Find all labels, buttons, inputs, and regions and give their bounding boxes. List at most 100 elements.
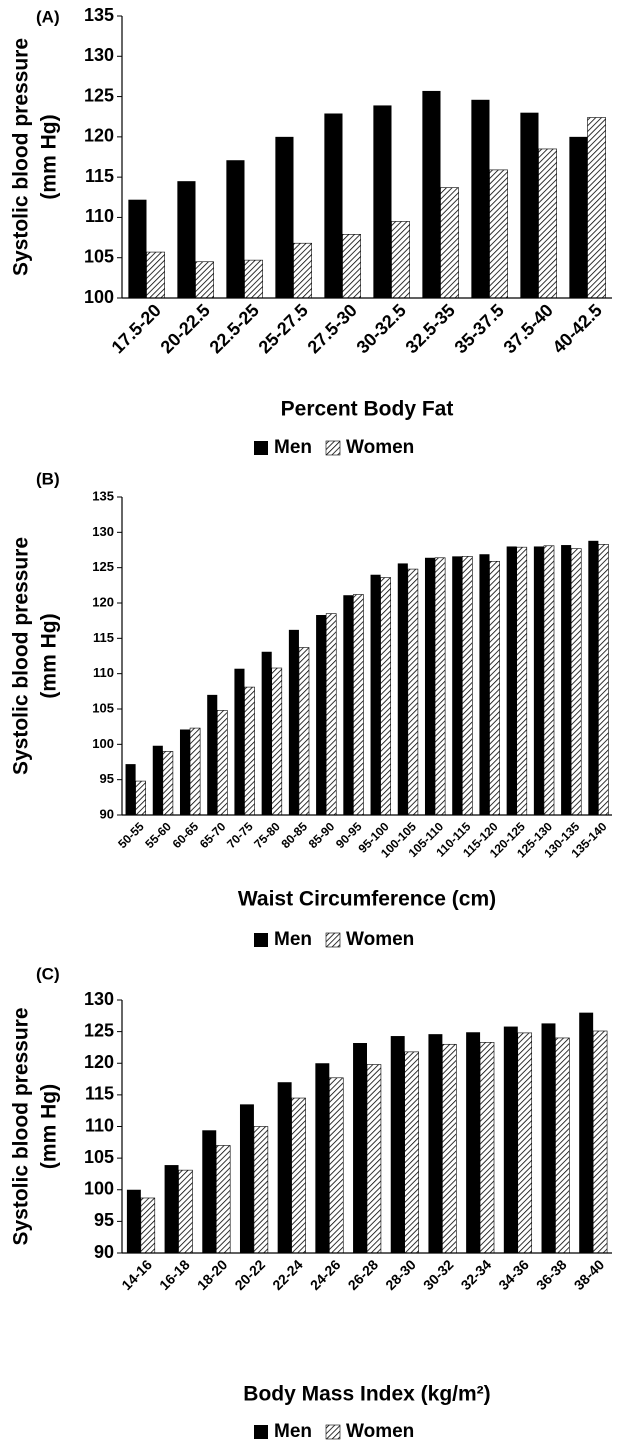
legend-label: Men (274, 437, 312, 458)
bar (555, 1037, 570, 1254)
y-axis-label: (mm Hg) (38, 1084, 61, 1169)
bar (588, 540, 599, 815)
legend-item: Women (325, 1421, 414, 1442)
y-tick-label: 120 (92, 594, 114, 609)
x-tick-label: 34-36 (495, 1256, 532, 1293)
y-tick-label: 120 (84, 1052, 114, 1072)
bar (503, 1026, 518, 1253)
bar (517, 1032, 533, 1254)
bar (298, 647, 310, 816)
panel-label: (B) (36, 469, 60, 488)
bar (271, 667, 283, 816)
x-tick-label: 17.5-20 (108, 300, 165, 357)
y-tick-label: 95 (100, 771, 114, 786)
bar (479, 554, 490, 815)
legend-swatch (254, 441, 268, 455)
bar (561, 545, 572, 815)
bar (479, 1042, 495, 1254)
x-tick-label: 22.5-25 (206, 300, 263, 357)
legend-swatch (254, 1425, 268, 1439)
legend-label: Men (274, 1421, 312, 1442)
x-tick-label: 20-22.5 (157, 300, 214, 357)
bar (428, 1034, 443, 1253)
panel-label: (C) (36, 964, 60, 983)
bar (135, 780, 146, 816)
x-tick-label: 32-34 (458, 1256, 495, 1293)
y-tick-label: 115 (93, 630, 114, 645)
bar (216, 710, 228, 816)
y-tick-label: 105 (84, 246, 114, 266)
bar (407, 568, 419, 816)
y-tick-label: 110 (93, 665, 114, 680)
y-tick-label: 100 (84, 287, 114, 307)
legend-item: Men (254, 1421, 312, 1442)
y-tick-label: 105 (84, 1147, 114, 1167)
bar (293, 242, 312, 299)
bar (516, 546, 528, 816)
legend-swatch (325, 1424, 341, 1440)
x-tick-label: 14-16 (118, 1256, 155, 1293)
x-tick-label: 28-30 (382, 1256, 419, 1293)
bar (291, 1097, 306, 1254)
bar (164, 1165, 179, 1253)
bar (316, 615, 327, 815)
x-tick-label: 85-90 (306, 819, 338, 851)
bar (128, 199, 147, 298)
bar (434, 557, 446, 816)
y-tick-label: 125 (84, 85, 114, 105)
legend-item: Women (325, 437, 414, 458)
legend-label: Women (346, 929, 414, 950)
x-tick-label: 60-65 (170, 819, 202, 851)
x-axis-label: Waist Circumference (cm) (238, 888, 496, 911)
bar (424, 557, 436, 815)
bar (471, 99, 490, 299)
y-tick-label: 120 (84, 126, 114, 146)
y-tick-label: 125 (92, 559, 114, 574)
bar (598, 544, 609, 816)
bar (440, 187, 459, 299)
x-tick-label: 70-75 (224, 819, 256, 851)
bar (261, 651, 272, 815)
bar (215, 1145, 231, 1254)
x-tick-label: 36-38 (533, 1256, 570, 1293)
x-tick-label: 30-32.5 (353, 300, 410, 357)
bar (288, 629, 299, 815)
y-tick-label: 125 (84, 1020, 114, 1040)
x-axis-label: Percent Body Fat (281, 398, 454, 421)
bar (253, 1126, 269, 1254)
x-tick-label: 20-22 (231, 1256, 268, 1293)
bar (442, 1043, 457, 1254)
bar (543, 545, 555, 816)
bar (275, 136, 294, 298)
y-tick-label: 90 (94, 1242, 114, 1262)
bar (370, 574, 381, 815)
x-tick-label: 65-70 (197, 819, 229, 851)
bar (579, 1012, 594, 1253)
y-tick-label: 90 (100, 806, 114, 821)
bar (126, 1189, 141, 1253)
bar (397, 563, 408, 815)
bar (390, 1036, 405, 1253)
y-tick-label: 100 (84, 1179, 114, 1199)
x-tick-label: 35-37.5 (451, 300, 508, 357)
bar (325, 613, 337, 816)
bar (329, 1077, 344, 1254)
bar (315, 1063, 330, 1253)
x-tick-label: 80-85 (279, 819, 311, 851)
bar (324, 113, 343, 299)
legend-label: Women (346, 437, 414, 458)
bar (207, 694, 218, 815)
bar (140, 1197, 156, 1254)
bar (202, 1130, 217, 1253)
bar (353, 594, 364, 816)
bar (373, 105, 392, 298)
y-tick-label: 105 (92, 700, 114, 715)
x-tick-label: 38-40 (571, 1256, 608, 1293)
x-tick-label: 24-26 (307, 1256, 344, 1293)
bar (380, 577, 391, 816)
bar (125, 764, 136, 815)
bar (226, 160, 245, 298)
x-tick-label: 32.5-35 (402, 300, 459, 357)
bar (189, 727, 201, 816)
bar (570, 548, 582, 816)
